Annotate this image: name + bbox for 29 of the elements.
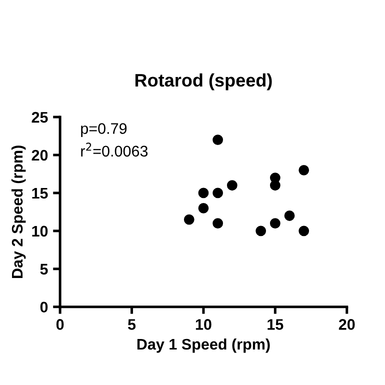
x-tick-label: 0 <box>56 319 64 330</box>
point <box>298 226 310 236</box>
point <box>270 218 280 229</box>
chart-title: Rotarod (speed) <box>135 73 272 90</box>
annotation: p=0.79 <box>81 123 127 137</box>
y-tick-label: 0 <box>40 302 48 313</box>
point <box>198 202 209 214</box>
y-axis-title: Day 2 Speed (rpm) <box>11 146 26 278</box>
y-tick-label: 20 <box>32 150 48 161</box>
point <box>284 210 295 221</box>
point <box>256 226 266 236</box>
y-tick-label: 5 <box>40 264 48 275</box>
x-tick-label: 15 <box>268 319 284 330</box>
y-tick-label: 10 <box>32 226 48 237</box>
annotation: r$^{2}$=0.0063 <box>81 142 148 157</box>
point <box>226 180 238 191</box>
y-tick-label: 25 <box>32 112 48 123</box>
x-tick-label: 5 <box>128 319 136 330</box>
point <box>212 134 224 146</box>
x-tick-label: 20 <box>338 319 355 330</box>
x-tick-label: 10 <box>196 319 212 330</box>
y-tick-label: 15 <box>32 188 48 199</box>
point <box>198 188 209 198</box>
point <box>298 164 310 176</box>
x-axis-title: Day 1 Speed (rpm) <box>137 338 270 353</box>
point <box>270 180 280 191</box>
point <box>184 214 194 225</box>
point <box>212 218 224 229</box>
point <box>212 188 224 198</box>
